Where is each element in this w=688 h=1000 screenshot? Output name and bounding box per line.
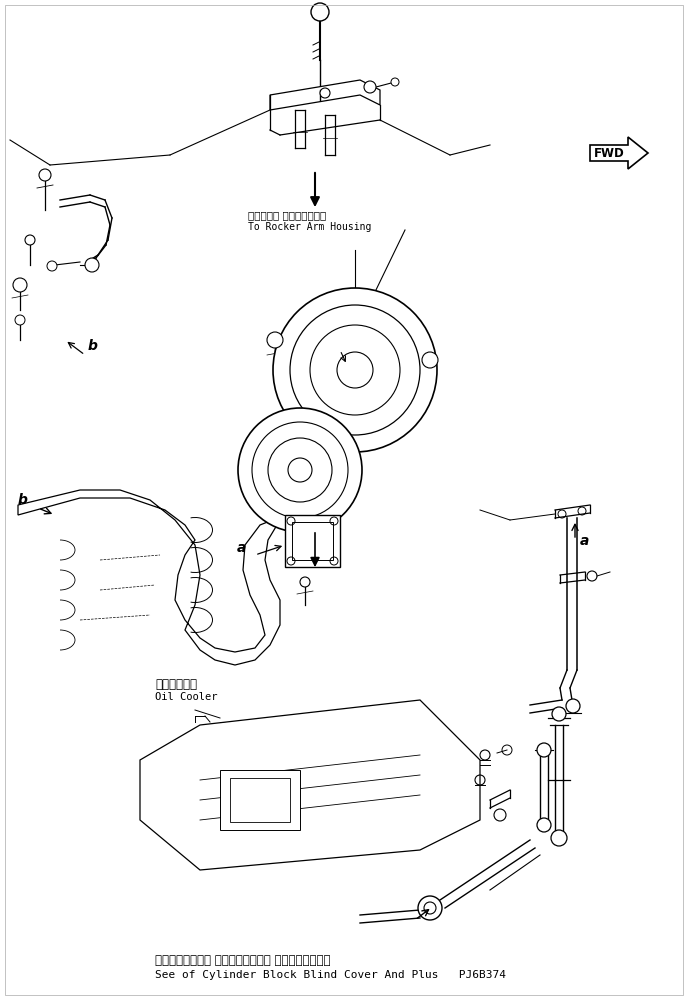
Circle shape bbox=[85, 258, 99, 272]
Text: オイルクーラ: オイルクーラ bbox=[155, 678, 197, 691]
Circle shape bbox=[551, 830, 567, 846]
Text: FWD: FWD bbox=[594, 147, 625, 160]
Circle shape bbox=[424, 902, 436, 914]
Circle shape bbox=[537, 818, 551, 832]
Text: See of Cylinder Block Blind Cover And Plus   PJ6B374: See of Cylinder Block Blind Cover And Pl… bbox=[155, 970, 506, 980]
Polygon shape bbox=[270, 80, 380, 110]
Circle shape bbox=[311, 3, 329, 21]
Circle shape bbox=[15, 315, 25, 325]
Circle shape bbox=[238, 408, 362, 532]
Circle shape bbox=[267, 332, 283, 348]
Circle shape bbox=[47, 261, 57, 271]
Circle shape bbox=[391, 78, 399, 86]
Circle shape bbox=[25, 235, 35, 245]
Text: b: b bbox=[88, 339, 98, 353]
Circle shape bbox=[300, 577, 310, 587]
Bar bbox=[292, 522, 333, 560]
Circle shape bbox=[552, 707, 566, 721]
Text: b: b bbox=[18, 493, 28, 507]
Circle shape bbox=[273, 288, 437, 452]
Bar bbox=[285, 515, 340, 567]
Circle shape bbox=[320, 88, 330, 98]
Bar bbox=[220, 770, 300, 830]
Circle shape bbox=[566, 699, 580, 713]
Circle shape bbox=[537, 743, 551, 757]
Text: Oil Cooler: Oil Cooler bbox=[155, 692, 217, 702]
Text: a: a bbox=[580, 534, 590, 548]
Bar bbox=[230, 778, 290, 822]
Polygon shape bbox=[140, 700, 480, 870]
Circle shape bbox=[13, 278, 27, 292]
Circle shape bbox=[364, 81, 376, 93]
Circle shape bbox=[39, 169, 51, 181]
Text: To Rocker Arm Housing: To Rocker Arm Housing bbox=[248, 222, 372, 232]
Circle shape bbox=[418, 896, 442, 920]
Polygon shape bbox=[590, 137, 648, 169]
Text: a: a bbox=[237, 541, 246, 555]
Circle shape bbox=[494, 809, 506, 821]
Circle shape bbox=[422, 352, 438, 368]
Text: シリンダブロック ブラインドカバー およびプラグ参照: シリンダブロック ブラインドカバー およびプラグ参照 bbox=[155, 954, 330, 967]
Text: ロッカアー ムハウジングへ: ロッカアー ムハウジングへ bbox=[248, 210, 326, 220]
